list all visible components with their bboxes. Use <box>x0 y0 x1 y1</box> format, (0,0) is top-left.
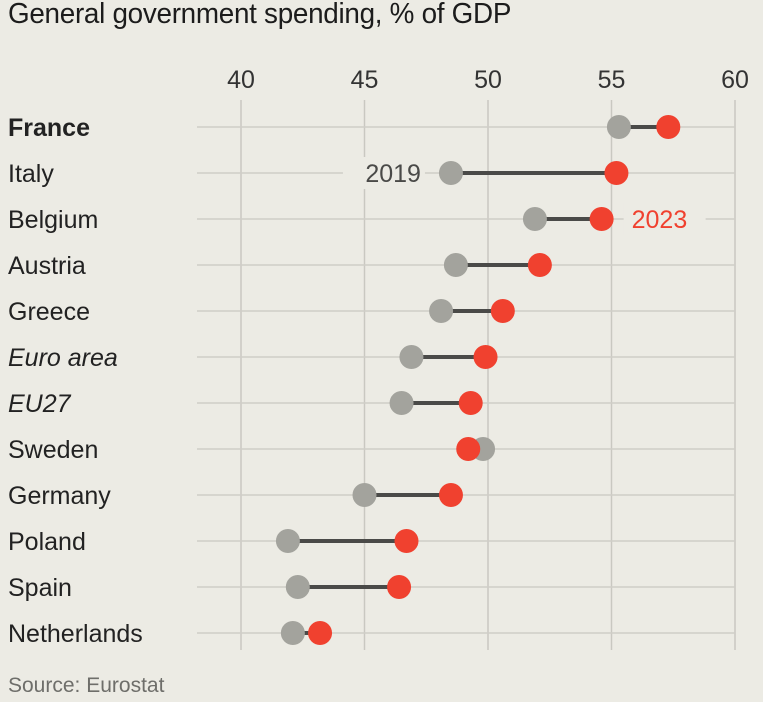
row-spain: Spain <box>8 574 735 602</box>
row-france: France <box>8 114 735 142</box>
x-tick-label: 40 <box>227 66 255 94</box>
point-2023 <box>387 575 412 599</box>
category-label: EU27 <box>8 390 72 418</box>
point-2019 <box>389 391 414 415</box>
point-2019 <box>280 621 305 645</box>
category-label: Spain <box>8 574 72 602</box>
category-label: Greece <box>8 298 90 326</box>
data-rows: France Italy 2019 Belgium 2023 Austria Greece E… <box>8 114 735 648</box>
category-label: Euro area <box>8 344 118 372</box>
point-2023 <box>394 529 419 553</box>
category-label: Sweden <box>8 436 98 464</box>
point-2019 <box>522 207 547 231</box>
gridlines <box>240 100 736 650</box>
point-2019 <box>606 115 631 139</box>
label-bg <box>623 203 706 235</box>
point-2019 <box>438 161 463 185</box>
point-2019 <box>443 253 468 277</box>
row-italy: Italy 2019 <box>8 157 735 189</box>
point-2019 <box>285 575 310 599</box>
category-label: Germany <box>8 482 111 510</box>
point-2019 <box>352 483 377 507</box>
point-2023 <box>604 161 629 185</box>
series-label-2023: 2023 <box>632 206 688 234</box>
row-eu27: EU27 <box>8 390 735 418</box>
row-greece: Greece <box>8 298 735 326</box>
point-2023 <box>308 621 333 645</box>
category-label: Netherlands <box>8 620 143 648</box>
row-belgium: Belgium 2023 <box>8 203 735 235</box>
point-2023 <box>589 207 614 231</box>
category-label: Poland <box>8 528 86 556</box>
row-euro-area: Euro area <box>8 344 735 372</box>
row-austria: Austria <box>8 252 735 280</box>
category-label: Austria <box>8 252 86 280</box>
point-2023 <box>473 345 498 369</box>
category-label: France <box>8 114 90 142</box>
label-bg <box>342 157 425 189</box>
row-sweden: Sweden <box>8 436 735 464</box>
x-tick-label: 50 <box>474 66 502 94</box>
point-2023 <box>438 483 463 507</box>
category-label: Belgium <box>8 206 98 234</box>
x-tick-label: 45 <box>351 66 379 94</box>
row-netherlands: Netherlands <box>8 620 735 648</box>
category-label: Italy <box>8 160 54 188</box>
point-2023 <box>458 391 483 415</box>
row-germany: Germany <box>8 482 735 510</box>
point-2023 <box>656 115 681 139</box>
row-poland: Poland <box>8 528 735 556</box>
point-2023 <box>490 299 515 323</box>
series-label-2019: 2019 <box>365 160 421 188</box>
point-2019 <box>399 345 424 369</box>
chart-title: General government spending, % of GDP <box>8 0 512 30</box>
point-2023 <box>527 253 552 277</box>
x-tick-label: 55 <box>598 66 626 94</box>
point-2019 <box>429 299 454 323</box>
x-tick-label: 60 <box>721 66 749 94</box>
point-2023 <box>456 437 481 461</box>
point-2019 <box>275 529 300 553</box>
x-axis-ticks: 40 45 50 55 60 <box>227 66 749 94</box>
source-note: Source: Eurostat <box>8 674 165 697</box>
